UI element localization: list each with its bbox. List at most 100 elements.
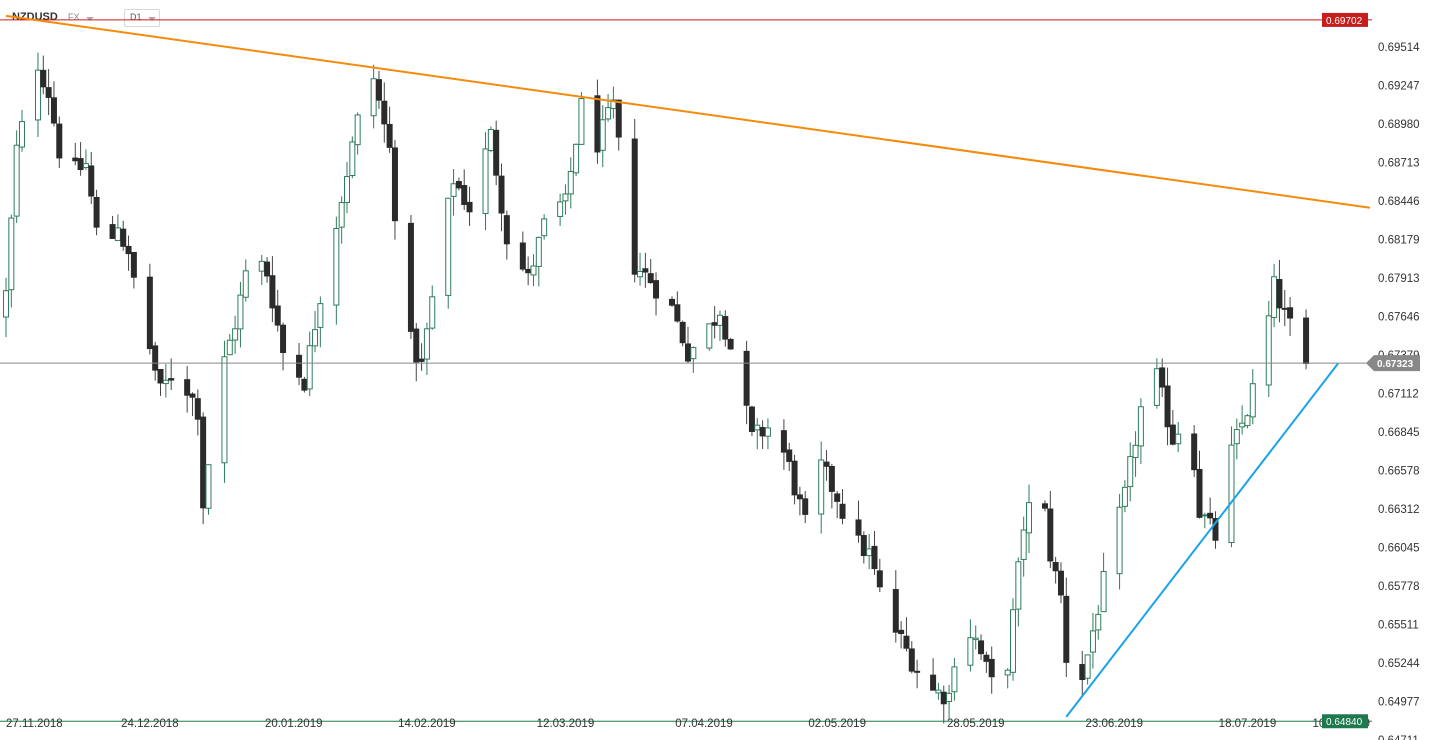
candle-body bbox=[946, 692, 953, 703]
price-badges: 0.69702 0.64840 0.67323 bbox=[1322, 12, 1420, 729]
candle-body bbox=[120, 228, 127, 247]
instrument-type-dropdown-icon[interactable] bbox=[86, 17, 94, 21]
chart-lines bbox=[0, 14, 1372, 722]
candle-body bbox=[1127, 456, 1134, 488]
interval-selector[interactable]: D1 bbox=[124, 9, 160, 27]
candle-body bbox=[1164, 385, 1171, 428]
candle-body bbox=[221, 356, 228, 464]
candle-body bbox=[908, 648, 915, 672]
candle-body bbox=[637, 271, 644, 278]
candle-body bbox=[1265, 315, 1272, 386]
y-tick-label: 0.64711 bbox=[1378, 735, 1419, 740]
top-level-badge-bg bbox=[1322, 12, 1368, 27]
candle-body bbox=[45, 87, 52, 98]
y-tick-label: 0.64977 bbox=[1378, 696, 1420, 708]
interval-label: D1 bbox=[130, 12, 142, 22]
candle-body bbox=[407, 222, 414, 332]
candle-body bbox=[344, 176, 350, 203]
candle-body bbox=[706, 323, 713, 349]
candle-body bbox=[599, 119, 606, 151]
candle-body bbox=[1271, 276, 1278, 318]
candle-body bbox=[978, 640, 985, 655]
candle-body bbox=[1153, 368, 1160, 406]
candle-body bbox=[386, 123, 393, 148]
x-tick-label: 24.12.2018 bbox=[121, 718, 179, 730]
candle-body bbox=[1207, 512, 1214, 519]
current-price-badge-bg bbox=[1366, 355, 1420, 372]
candle-body bbox=[866, 548, 873, 557]
candle-body bbox=[72, 157, 79, 162]
candle-body bbox=[716, 314, 723, 326]
candle-body bbox=[839, 503, 846, 519]
candle-body bbox=[194, 398, 201, 420]
candle-body bbox=[503, 215, 510, 245]
candle-body bbox=[1281, 307, 1288, 310]
candle-body bbox=[237, 294, 244, 330]
y-tick-label: 0.67112 bbox=[1378, 389, 1419, 401]
candle-body bbox=[152, 345, 159, 371]
candle-body bbox=[860, 535, 867, 557]
candle-body bbox=[1249, 383, 1256, 418]
candle-body bbox=[1100, 570, 1107, 613]
candle-body bbox=[759, 427, 766, 437]
x-tick-label: 23.06.2019 bbox=[1085, 718, 1143, 730]
candle-body bbox=[1233, 429, 1240, 445]
candle-body bbox=[951, 666, 958, 693]
candle-body bbox=[722, 316, 729, 340]
y-tick-label: 0.66578 bbox=[1378, 466, 1420, 478]
candle-body bbox=[567, 170, 574, 195]
candle-body bbox=[855, 519, 862, 536]
candle-body bbox=[301, 378, 308, 391]
candle-body bbox=[125, 245, 132, 255]
candle-body bbox=[967, 637, 974, 666]
candle-body bbox=[226, 339, 233, 356]
candle-body bbox=[796, 494, 803, 500]
candle-body bbox=[1116, 506, 1123, 575]
candle-body bbox=[1026, 502, 1032, 534]
candle-body bbox=[461, 185, 468, 205]
candle-body bbox=[679, 321, 686, 344]
candle-body bbox=[354, 114, 361, 146]
candle-body bbox=[370, 78, 377, 117]
candle-body bbox=[642, 268, 649, 273]
candle-body bbox=[338, 202, 345, 228]
candle-body bbox=[1212, 518, 1219, 541]
candle-body bbox=[162, 379, 169, 385]
candle-body bbox=[914, 670, 921, 673]
candle-body bbox=[669, 298, 676, 306]
candle-body bbox=[88, 165, 95, 197]
y-tick-label: 0.69247 bbox=[1378, 81, 1420, 93]
candle-body bbox=[988, 658, 995, 678]
candle-body bbox=[450, 183, 457, 197]
candle-body bbox=[754, 424, 761, 431]
candle-body bbox=[935, 689, 942, 694]
candle-body bbox=[157, 368, 164, 384]
candle-body bbox=[418, 358, 425, 362]
candle-body bbox=[892, 589, 899, 633]
candle-body bbox=[1089, 630, 1096, 653]
x-tick-label: 20.01.2019 bbox=[265, 718, 323, 730]
candle-body bbox=[1287, 307, 1294, 319]
y-tick-label: 0.67646 bbox=[1378, 311, 1420, 323]
candle-body bbox=[828, 466, 835, 492]
x-tick-label: 27.11.2018 bbox=[6, 718, 63, 730]
candle-body bbox=[690, 347, 697, 360]
candle-body bbox=[615, 99, 622, 138]
bottom-level-badge-bg bbox=[1322, 714, 1368, 729]
candle-body bbox=[898, 629, 905, 635]
y-tick-label: 0.65778 bbox=[1378, 581, 1420, 593]
candle-body bbox=[802, 498, 809, 515]
candle-body bbox=[1004, 669, 1011, 676]
candle-body bbox=[573, 143, 580, 174]
instrument-type-label[interactable]: FX bbox=[68, 12, 80, 22]
y-tick-label: 0.65244 bbox=[1378, 658, 1420, 670]
candle-body bbox=[1020, 529, 1027, 560]
candle-body bbox=[1121, 486, 1128, 507]
candle-body bbox=[18, 121, 25, 148]
candle-body bbox=[1052, 562, 1059, 572]
candle-body bbox=[674, 304, 681, 322]
candle-body bbox=[525, 268, 532, 274]
candle-body bbox=[541, 218, 548, 237]
candle-body bbox=[748, 406, 755, 432]
